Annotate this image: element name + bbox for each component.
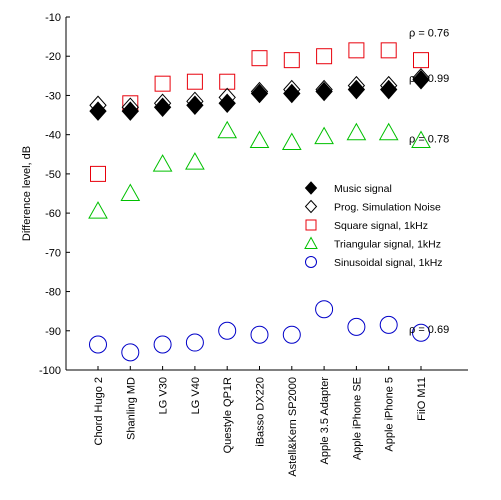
data-point [89,101,107,121]
data-point [347,317,366,336]
x-tick-label: Shanling MD [125,377,137,440]
series-4 [89,300,430,362]
x-tick-label: LG V30 [158,377,170,414]
series-3 [88,120,431,219]
data-point [283,52,300,69]
correlation-label: ρ = 0.99 [409,73,449,85]
data-point [153,97,172,117]
x-tick-label: LG V40 [190,377,202,414]
data-point [186,95,204,116]
legend-item: Music signal [304,181,392,195]
y-tick-label: -60 [45,208,61,220]
legend-marker [305,219,317,231]
correlation-label: ρ = 0.76 [409,28,449,40]
x-tick-label: Apple iPhone SE [351,377,363,460]
data-point [315,81,333,102]
y-axis-label: Difference level, dB [21,146,33,241]
y-tick-label: -100 [39,365,61,377]
legend-item: Sinusoidal signal, 1kHz [305,256,443,269]
x-tick-label: Apple iPhone 5 [384,377,396,452]
legend-label: Square signal, 1kHz [334,220,428,232]
legend-marker [305,256,317,268]
data-point [347,79,366,100]
y-tick-label: -90 [45,326,61,338]
data-point [218,93,236,114]
data-point [282,325,301,344]
data-point [153,335,172,354]
x-tick-label: iBasso DX220 [255,377,267,447]
data-point [316,48,333,65]
data-point [411,130,431,149]
legend: Music signal Prog. Simulation Noise Square… [304,181,443,269]
y-tick-label: -40 [45,130,61,142]
data-point [89,335,107,354]
y-tick-label: -20 [45,51,61,63]
legend-label: Music signal [334,183,392,195]
data-point [379,315,398,334]
axes: -10 -20 -30 -40 -50 -60 -70 -80 -90 -100 Chord Hug… [21,12,468,477]
legend-item: Square signal, 1kHz [305,219,428,232]
data-point [88,201,108,219]
data-point [413,52,429,69]
data-point [121,343,140,362]
data-point [378,122,399,141]
data-point [121,101,139,121]
legend-label: Prog. Simulation Noise [334,202,441,214]
data-point [412,323,430,342]
marks [88,42,431,362]
data-point [314,126,334,145]
legend-item: Prog. Simulation Noise [304,199,441,214]
y-tick-label: -30 [45,90,61,102]
data-point [120,183,141,201]
x-tick-label: Apple 3.5 Adapter [319,377,331,465]
data-point [346,122,367,141]
data-point [412,70,430,90]
data-point [154,75,171,92]
data-point [185,333,204,352]
data-point [380,42,397,59]
x-tick-label: Astell&Kern SP2000 [287,377,299,477]
data-point [348,42,365,59]
legend-item: Triangular signal, 1kHz [304,236,441,251]
annotations: ρ = 0.76 ρ = 0.99 ρ = 0.78 ρ = 0.69 [409,28,449,336]
data-point [218,321,237,340]
data-point [217,120,238,139]
data-point [251,50,268,67]
data-point [315,300,334,319]
correlation-label: ρ = 0.69 [409,324,449,336]
y-tick-label: -80 [45,287,61,299]
data-point [219,73,236,90]
x-tick-label: Questyle QP1R [222,377,234,453]
data-point [186,73,203,90]
legend-label: Triangular signal, 1kHz [334,239,441,251]
data-point [250,325,269,344]
data-point [380,79,398,100]
data-point [90,165,106,182]
data-point [249,130,270,149]
series-0 [89,70,430,121]
legend-marker [304,199,318,214]
legend-marker [304,181,318,195]
data-point [185,152,205,170]
legend-label: Sinusoidal signal, 1kHz [334,257,443,269]
y-tick-label: -70 [45,247,61,259]
data-point [250,83,269,104]
data-point [281,132,302,151]
legend-marker [304,236,318,249]
x-tick-label: FiiO M11 [416,377,428,421]
series-2 [90,42,429,182]
data-point [283,83,301,104]
y-tick-label: -50 [45,169,61,181]
data-point [152,154,173,172]
y-tick-label: -10 [45,12,61,24]
x-tick-label: Chord Hugo 2 [93,377,105,446]
correlation-label: ρ = 0.78 [409,134,449,146]
